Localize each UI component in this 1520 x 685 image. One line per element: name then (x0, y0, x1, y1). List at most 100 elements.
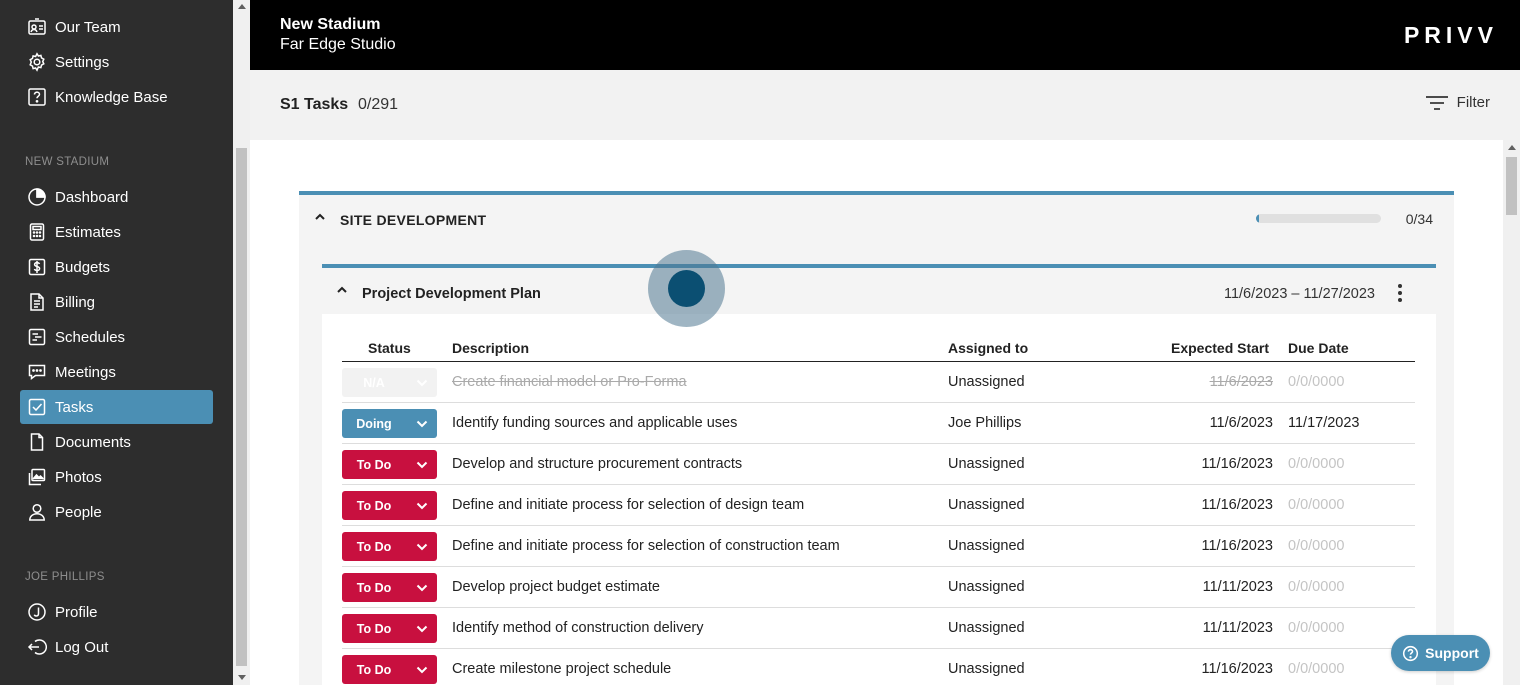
chevron-up-icon[interactable] (313, 210, 327, 224)
column-header-description[interactable]: Description (452, 340, 530, 356)
sidebar-item-knowledge-base[interactable]: Knowledge Base (20, 80, 213, 114)
scrollbar-thumb[interactable] (1506, 157, 1517, 215)
chevron-down-icon[interactable] (406, 491, 437, 520)
task-description[interactable]: Create milestone project schedule (452, 661, 672, 677)
task-description[interactable]: Develop and structure procurement contra… (452, 456, 743, 472)
status-dropdown[interactable]: To Do (342, 450, 437, 479)
task-subgroup: Project Development Plan 11/6/2023 – 11/… (322, 264, 1436, 685)
top-header: New Stadium Far Edge Studio PRIVV (250, 0, 1520, 70)
table-row[interactable]: To Do Develop project budget estimate Unas… (342, 567, 1415, 608)
logout-icon (26, 636, 48, 658)
tasks-title: S1 Tasks (280, 96, 349, 113)
status-dropdown[interactable]: To Do (342, 491, 437, 520)
column-header-expected-start[interactable]: Expected Start (1171, 340, 1270, 356)
scroll-up-arrow-icon[interactable] (1508, 145, 1516, 150)
task-due-date: 0/0/0000 (1288, 456, 1345, 472)
group-progress-bar (1256, 214, 1381, 223)
sidebar-item-schedules[interactable]: Schedules (20, 320, 213, 354)
chat-icon (26, 361, 48, 383)
content-scrollbar[interactable] (1503, 140, 1520, 685)
sidebar-item-documents[interactable]: Documents (20, 425, 213, 459)
task-assignee: Unassigned (948, 661, 1025, 677)
table-row[interactable]: To Do Identify method of construction del… (342, 608, 1415, 649)
status-dropdown[interactable]: To Do (342, 655, 437, 684)
task-due-date: 0/0/0000 (1288, 374, 1345, 390)
sidebar-item-estimates[interactable]: Estimates (20, 215, 213, 249)
sidebar-item-settings[interactable]: Settings (20, 45, 213, 79)
task-description[interactable]: Define and initiate process for selectio… (452, 497, 805, 513)
chevron-down-icon[interactable] (406, 368, 437, 397)
brand-logo: PRIVV (1403, 22, 1498, 48)
status-dropdown[interactable]: N/A (342, 368, 437, 397)
table-row[interactable]: To Do Define and initiate process for sel… (342, 526, 1415, 567)
chevron-down-icon[interactable] (406, 450, 437, 479)
task-description[interactable]: Identify method of construction delivery (452, 620, 704, 636)
scroll-up-arrow-icon[interactable] (238, 4, 246, 9)
more-options-icon[interactable] (1394, 283, 1406, 303)
sidebar-item-people[interactable]: People (20, 495, 213, 529)
sidebar-item-billing[interactable]: Billing (20, 285, 213, 319)
chevron-up-icon[interactable] (335, 283, 349, 297)
task-assignee: Unassigned (948, 374, 1025, 390)
task-assignee: Joe Phillips (948, 415, 1022, 431)
task-expected-start: 11/11/2023 (1202, 620, 1273, 636)
chevron-down-icon[interactable] (406, 573, 437, 602)
header-divider (342, 361, 1415, 362)
filter-icon (1425, 95, 1448, 110)
table-row[interactable]: To Do Create milestone project schedule Un… (342, 649, 1415, 685)
pie-chart-icon (26, 186, 48, 208)
table-row[interactable]: To Do Develop and structure procurement c… (342, 444, 1415, 485)
support-label: Support (1425, 645, 1479, 661)
status-dropdown[interactable]: To Do (342, 573, 437, 602)
subgroup-header[interactable]: Project Development Plan 11/6/2023 – 11/… (322, 268, 1436, 314)
scrollbar-thumb[interactable] (236, 148, 247, 666)
sidebar-item-label: People (55, 503, 102, 521)
sidebar-item-dashboard[interactable]: Dashboard (20, 180, 213, 214)
sidebar-item-label: Estimates (55, 223, 121, 241)
task-expected-start: 11/16/2023 (1201, 456, 1274, 472)
user-section-label: JOE PHILLIPS (25, 571, 105, 583)
subgroup-dates: 11/6/2023 – 11/27/2023 (1223, 286, 1375, 302)
sidebar-item-budgets[interactable]: Budgets (20, 250, 213, 284)
status-label: N/A (363, 375, 385, 390)
column-header-assigned[interactable]: Assigned to (948, 340, 1029, 356)
table-row[interactable]: To Do Define and initiate process for sel… (342, 485, 1415, 526)
task-description[interactable]: Define and initiate process for selectio… (452, 538, 840, 554)
sidebar-item-tasks[interactable]: Tasks (20, 390, 213, 424)
chevron-down-icon[interactable] (406, 614, 437, 643)
invoice-icon (26, 291, 48, 313)
chevron-down-icon[interactable] (406, 655, 437, 684)
task-description[interactable]: Identify funding sources and applicable … (452, 415, 738, 431)
column-header-due-date[interactable]: Due Date (1288, 340, 1349, 356)
sidebar-item-profile[interactable]: Profile (20, 595, 213, 629)
status-dropdown[interactable]: To Do (342, 614, 437, 643)
sidebar-item-photos[interactable]: Photos (20, 460, 213, 494)
status-dropdown[interactable]: Doing (342, 409, 437, 438)
status-dropdown[interactable]: To Do (342, 532, 437, 561)
filter-button[interactable]: Filter (1425, 94, 1490, 111)
task-due-date: 0/0/0000 (1288, 620, 1345, 636)
status-label: To Do (356, 498, 392, 513)
sidebar-item-meetings[interactable]: Meetings (20, 355, 213, 389)
sidebar-item-log-out[interactable]: Log Out (20, 630, 213, 664)
project-name: New Stadium (280, 16, 381, 33)
scroll-down-arrow-icon[interactable] (238, 675, 246, 680)
column-header-status[interactable]: Status (368, 340, 411, 356)
sidebar-item-label: Billing (55, 293, 96, 311)
task-expected-start: 11/11/2023 (1202, 579, 1273, 595)
sidebar-scrollbar[interactable] (233, 0, 250, 685)
table-row[interactable]: N/A Create financial model or Pro-Forma Un… (342, 362, 1415, 403)
chevron-down-icon[interactable] (406, 532, 437, 561)
sidebar-item-our-team[interactable]: Our Team (20, 10, 213, 44)
filter-label: Filter (1456, 94, 1490, 111)
task-due-date: 0/0/0000 (1288, 497, 1345, 513)
support-button[interactable]: Support (1391, 635, 1490, 671)
help-circle-icon (1403, 645, 1419, 661)
table-row[interactable]: Doing Identify funding sources and applic… (342, 403, 1415, 444)
group-header[interactable]: SITE DEVELOPMENT 0/34 (299, 195, 1454, 241)
chevron-down-icon[interactable] (406, 409, 437, 438)
sidebar-item-label: Dashboard (55, 188, 129, 206)
task-description[interactable]: Develop project budget estimate (452, 579, 660, 595)
task-description[interactable]: Create financial model or Pro-Forma (452, 374, 687, 390)
dollar-icon (26, 256, 48, 278)
